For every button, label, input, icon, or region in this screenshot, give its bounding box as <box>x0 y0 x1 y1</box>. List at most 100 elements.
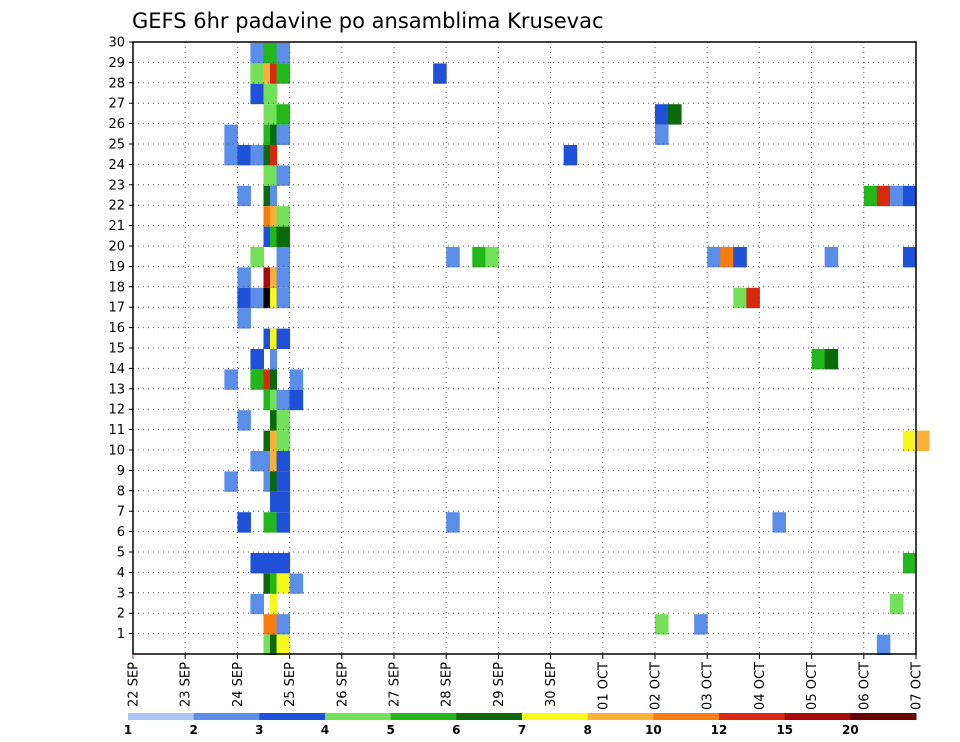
colorbar-label: 3 <box>255 723 263 737</box>
heatmap-cell <box>733 247 747 268</box>
y-tick-label: 3 <box>117 586 125 601</box>
x-tick-label: 29 SEP <box>492 662 507 707</box>
heatmap-cell <box>250 593 264 615</box>
heatmap-cell <box>250 43 264 64</box>
heatmap-cell <box>270 267 278 288</box>
heatmap-cell <box>263 104 278 125</box>
heatmap-cell <box>276 553 291 574</box>
heatmap-cell <box>270 328 278 349</box>
heatmap-cell <box>276 512 291 533</box>
heatmap-cell <box>289 573 304 594</box>
heatmap-cell <box>237 410 251 431</box>
x-tick-label: 30 SEP <box>544 662 559 707</box>
colorbar-label: 20 <box>842 723 859 737</box>
heatmap-cell <box>237 308 251 329</box>
colorbar-segment <box>850 713 917 720</box>
heatmap-cell <box>276 328 291 349</box>
heatmap-cell <box>772 512 786 533</box>
heatmap-cell <box>270 430 278 451</box>
y-tick-label: 19 <box>108 260 125 275</box>
colorbar-segment <box>456 713 523 720</box>
heatmap-cell <box>276 410 291 431</box>
heatmap-cell <box>276 573 291 594</box>
heatmap-cell <box>237 287 251 309</box>
heatmap-cell <box>902 430 917 451</box>
x-tick-label: 24 SEP <box>231 662 246 707</box>
y-tick-label: 26 <box>108 117 125 132</box>
y-tick-label: 5 <box>117 546 125 561</box>
colorbar-label: 5 <box>386 723 394 737</box>
y-tick-label: 15 <box>108 342 125 357</box>
grid-lines <box>133 42 916 654</box>
heatmap-cell <box>694 614 708 635</box>
heatmap-cell <box>563 145 578 166</box>
heatmap-cell <box>263 43 278 64</box>
y-tick-label: 1 <box>117 627 125 642</box>
x-tick-label: 07 OCT <box>910 662 925 710</box>
heatmap-cell <box>902 553 917 574</box>
y-tick-label: 25 <box>108 138 125 153</box>
y-tick-label: 24 <box>108 158 125 173</box>
heatmap-cell <box>276 43 291 64</box>
colorbar-label: 6 <box>452 723 460 737</box>
heatmap-cell <box>237 267 251 288</box>
heatmap-cell <box>270 389 278 411</box>
heatmap-cell <box>224 145 238 166</box>
heatmap-cell <box>446 512 460 533</box>
heatmap-cell <box>270 206 278 227</box>
heatmap-cell <box>433 63 447 84</box>
heatmap-cell <box>876 634 891 655</box>
heatmap-cell <box>270 471 278 492</box>
x-tick-label: 22 SEP <box>127 662 142 707</box>
heatmap-cell <box>250 83 264 105</box>
heatmap-cells <box>224 43 930 655</box>
heatmap-cell <box>270 349 278 370</box>
colorbar-segment <box>653 713 720 720</box>
y-tick-label: 27 <box>108 97 125 112</box>
colorbar-label: 1 <box>124 723 132 737</box>
heatmap-cell <box>289 369 304 390</box>
heatmap-cell <box>276 471 291 492</box>
colorbar-legend: 1 2 3 4 5 6 7 8 10 12 15 20 <box>124 713 917 737</box>
colorbar-segment <box>522 713 589 720</box>
heatmap-cell <box>250 287 264 309</box>
y-tick-label: 7 <box>117 505 125 520</box>
colorbar-segment <box>325 713 392 720</box>
heatmap-cell <box>263 614 278 635</box>
y-tick-label: 12 <box>108 403 125 418</box>
y-tick-label: 21 <box>108 219 125 234</box>
heatmap-cell <box>250 63 264 84</box>
heatmap-cell <box>270 451 278 472</box>
heatmap-cell <box>250 349 264 370</box>
heatmap-cell <box>655 124 669 145</box>
heatmap-cell <box>276 614 291 635</box>
heatmap-cell <box>270 226 278 247</box>
heatmap-cell <box>824 349 839 370</box>
x-tick-label: 23 SEP <box>179 662 194 707</box>
heatmap-cell <box>668 104 682 125</box>
heatmap-cell <box>720 247 734 268</box>
colorbar-segment <box>719 713 786 720</box>
heatmap-cell <box>276 267 291 288</box>
heatmap-cell <box>276 226 291 247</box>
y-tick-label: 16 <box>108 321 125 336</box>
x-tick-label: 28 SEP <box>440 662 455 707</box>
heatmap-cell <box>276 389 291 411</box>
y-tick-label: 18 <box>108 280 125 295</box>
heatmap-cell <box>746 287 760 309</box>
colorbar-segment <box>784 713 851 720</box>
heatmap-cell <box>224 369 238 390</box>
y-tick-label: 6 <box>117 525 125 540</box>
heatmap-cell <box>655 614 669 635</box>
chart-title: GEFS 6hr padavine po ansamblima Krusevac <box>132 9 604 33</box>
heatmap-cell <box>707 247 721 268</box>
colorbar-label: 15 <box>776 723 793 737</box>
heatmap-cell <box>270 491 278 513</box>
colorbar-label: 10 <box>645 723 662 737</box>
heatmap-cell <box>902 185 917 207</box>
y-tick-label: 9 <box>117 464 125 479</box>
heatmap-cell <box>270 63 278 84</box>
heatmap-cell <box>250 145 264 166</box>
colorbar-label: 12 <box>711 723 728 737</box>
y-tick-label: 23 <box>108 178 125 193</box>
